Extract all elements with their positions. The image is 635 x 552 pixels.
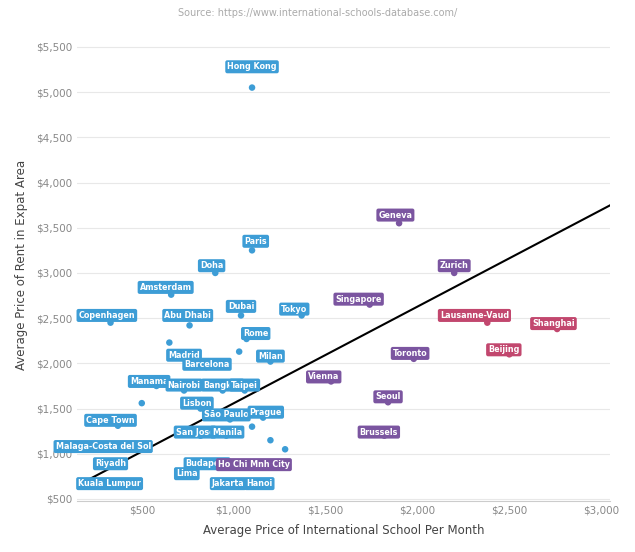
Point	[241, 335, 251, 343]
Point	[221, 431, 231, 440]
Point	[247, 246, 257, 255]
Point	[265, 436, 276, 445]
Point	[111, 461, 121, 470]
Text: Ho Chi Mnh City: Ho Chi Mnh City	[218, 460, 290, 469]
Point	[201, 363, 211, 371]
Point	[185, 321, 195, 330]
Point	[179, 386, 189, 395]
Point	[102, 445, 112, 454]
Text: Taipei: Taipei	[231, 380, 258, 390]
Point	[164, 338, 175, 347]
Text: Dubai: Dubai	[228, 302, 254, 311]
Point	[258, 413, 268, 422]
Text: Seoul: Seoul	[375, 392, 401, 401]
Text: Zurich: Zurich	[440, 261, 469, 270]
Text: Amsterdam: Amsterdam	[140, 283, 192, 292]
Point	[111, 481, 121, 490]
Point	[225, 415, 235, 424]
Text: Vienna: Vienna	[308, 373, 339, 381]
Point	[137, 399, 147, 407]
Text: Copenhagen: Copenhagen	[79, 311, 135, 320]
Text: Hanoi: Hanoi	[246, 479, 272, 488]
Point	[265, 357, 276, 366]
Point	[204, 462, 215, 471]
Point	[409, 354, 419, 363]
Point	[210, 268, 220, 277]
Text: Toronto: Toronto	[393, 349, 427, 358]
Point	[234, 347, 244, 356]
Text: Manama: Manama	[130, 377, 168, 386]
Text: Brussels: Brussels	[359, 428, 398, 437]
Point	[185, 471, 195, 480]
Point	[379, 431, 389, 440]
Point	[105, 319, 116, 327]
Text: Bangkok: Bangkok	[203, 380, 242, 390]
Text: Doha: Doha	[200, 261, 224, 270]
Text: Malaga-Costa del Sol: Malaga-Costa del Sol	[55, 442, 150, 451]
Text: Hong Kong: Hong Kong	[227, 62, 277, 71]
Point	[247, 422, 257, 431]
Text: Lausanne-Vaud: Lausanne-Vaud	[440, 311, 509, 320]
Point	[253, 462, 263, 471]
Text: Singapore: Singapore	[335, 295, 382, 304]
Point	[196, 431, 206, 440]
Point	[280, 445, 290, 454]
Point	[364, 300, 375, 309]
X-axis label: Average Price of International School Per Month: Average Price of International School Pe…	[203, 524, 485, 537]
Point	[326, 377, 336, 386]
Point	[247, 83, 257, 92]
Text: São Paulo: São Paulo	[204, 410, 249, 420]
Text: Budapest: Budapest	[185, 459, 229, 468]
Text: Paris: Paris	[244, 237, 267, 246]
Text: Riyadh: Riyadh	[95, 459, 126, 468]
Point	[383, 398, 393, 407]
Point	[218, 386, 228, 395]
Text: Geneva: Geneva	[378, 210, 412, 220]
Point	[225, 481, 235, 490]
Text: Lima: Lima	[176, 469, 197, 478]
Text: Nairobi: Nairobi	[168, 380, 201, 390]
Point	[239, 386, 250, 395]
Point	[449, 268, 459, 277]
Point	[196, 404, 206, 413]
Point	[394, 219, 404, 227]
Text: Jakarta: Jakarta	[212, 479, 244, 488]
Point	[236, 311, 246, 320]
Text: Manila: Manila	[212, 428, 243, 437]
Y-axis label: Average Price of Rent in Expat Area: Average Price of Rent in Expat Area	[15, 160, 28, 370]
Point	[151, 381, 161, 390]
Text: Kuala Lumpur: Kuala Lumpur	[78, 479, 141, 488]
Text: Cape Town: Cape Town	[86, 416, 135, 425]
Point	[185, 357, 195, 366]
Text: Beijing: Beijing	[488, 346, 519, 354]
Text: Milan: Milan	[258, 352, 283, 360]
Point	[482, 319, 492, 327]
Point	[166, 290, 177, 299]
Text: Source: https://www.international-schools-database.com/: Source: https://www.international-school…	[178, 8, 457, 18]
Text: Lisbon: Lisbon	[182, 399, 211, 407]
Text: Rome: Rome	[243, 329, 269, 338]
Point	[113, 421, 123, 430]
Text: Prague: Prague	[250, 408, 282, 417]
Text: Barcelona: Barcelona	[184, 360, 230, 369]
Point	[253, 481, 263, 490]
Point	[552, 325, 562, 333]
Text: Madrid: Madrid	[168, 351, 200, 360]
Text: San Jose: San Jose	[176, 428, 215, 437]
Point	[504, 350, 514, 359]
Text: Shanghai: Shanghai	[532, 319, 575, 328]
Text: Abu Dhabi: Abu Dhabi	[164, 311, 211, 320]
Text: Tokyo: Tokyo	[281, 305, 307, 314]
Point	[297, 311, 307, 320]
